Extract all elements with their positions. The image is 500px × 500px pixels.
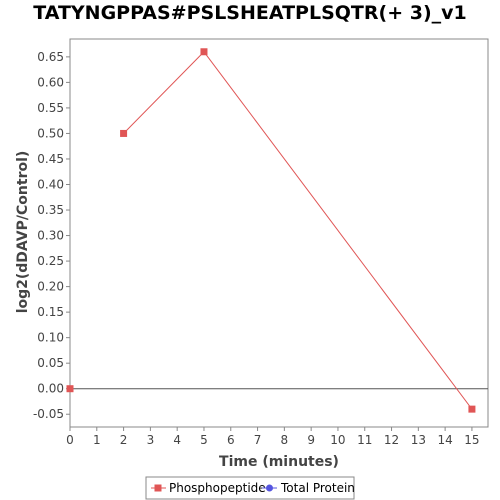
x-tick-label: 9 (307, 433, 315, 447)
y-axis-title: log2(dDAVP/Control) (15, 151, 31, 314)
y-tick-label: 0.50 (37, 126, 64, 140)
y-tick-label: 0.65 (37, 50, 64, 64)
x-tick-label: 6 (227, 433, 235, 447)
y-tick-label: 0.25 (37, 254, 64, 268)
x-tick-label: 1 (93, 433, 101, 447)
data-point (200, 48, 208, 56)
x-tick-label: 7 (254, 433, 262, 447)
x-tick-label: 10 (330, 433, 345, 447)
y-tick-label: 0.55 (37, 101, 64, 115)
chart-title: TATYNGPPAS#PSLSHEATPLSQTR(+ 3)_v1 (33, 2, 467, 24)
legend: Phosphopeptide Total Protein (145, 476, 355, 500)
y-tick-label: 0.20 (37, 280, 64, 294)
y-tick-label: 0.15 (37, 305, 64, 319)
data-point (120, 129, 128, 137)
y-tick-label: 0.05 (37, 356, 64, 370)
series-line-segment (203, 51, 473, 410)
plot-area (69, 38, 489, 428)
x-tick-label: 13 (411, 433, 426, 447)
y-tick-label: 0.40 (37, 178, 64, 192)
x-tick-label: 8 (281, 433, 289, 447)
x-tick-label: 15 (464, 433, 479, 447)
x-tick-label: 14 (437, 433, 452, 447)
y-tick-label: 0.30 (37, 229, 64, 243)
legend-box (145, 476, 355, 500)
legend-marker-total-protein (266, 484, 273, 492)
y-tick-label: 0.35 (37, 203, 64, 217)
data-point (468, 405, 476, 413)
legend-marker-phosphopeptide (154, 484, 162, 492)
y-tick-label: 0.00 (37, 382, 64, 396)
x-tick-label: 3 (147, 433, 155, 447)
x-tick-label: 12 (384, 433, 399, 447)
y-tick-label: 0.10 (37, 331, 64, 345)
y-tick-label: 0.45 (37, 152, 64, 166)
legend-label-total-protein: Total Protein (280, 481, 355, 495)
x-axis-title: Time (minutes) (219, 454, 339, 470)
x-tick-label: 5 (200, 433, 208, 447)
x-tick-label: 2 (120, 433, 128, 447)
x-tick-label: 11 (357, 433, 372, 447)
series-line-segment (123, 51, 205, 134)
x-tick-label: 4 (173, 433, 181, 447)
x-tick-label: 0 (66, 433, 74, 447)
legend-label-phosphopeptide: Phosphopeptide (169, 481, 266, 495)
y-tick-label: -0.05 (33, 407, 64, 421)
y-tick-label: 0.60 (37, 75, 64, 89)
data-point (66, 385, 74, 393)
